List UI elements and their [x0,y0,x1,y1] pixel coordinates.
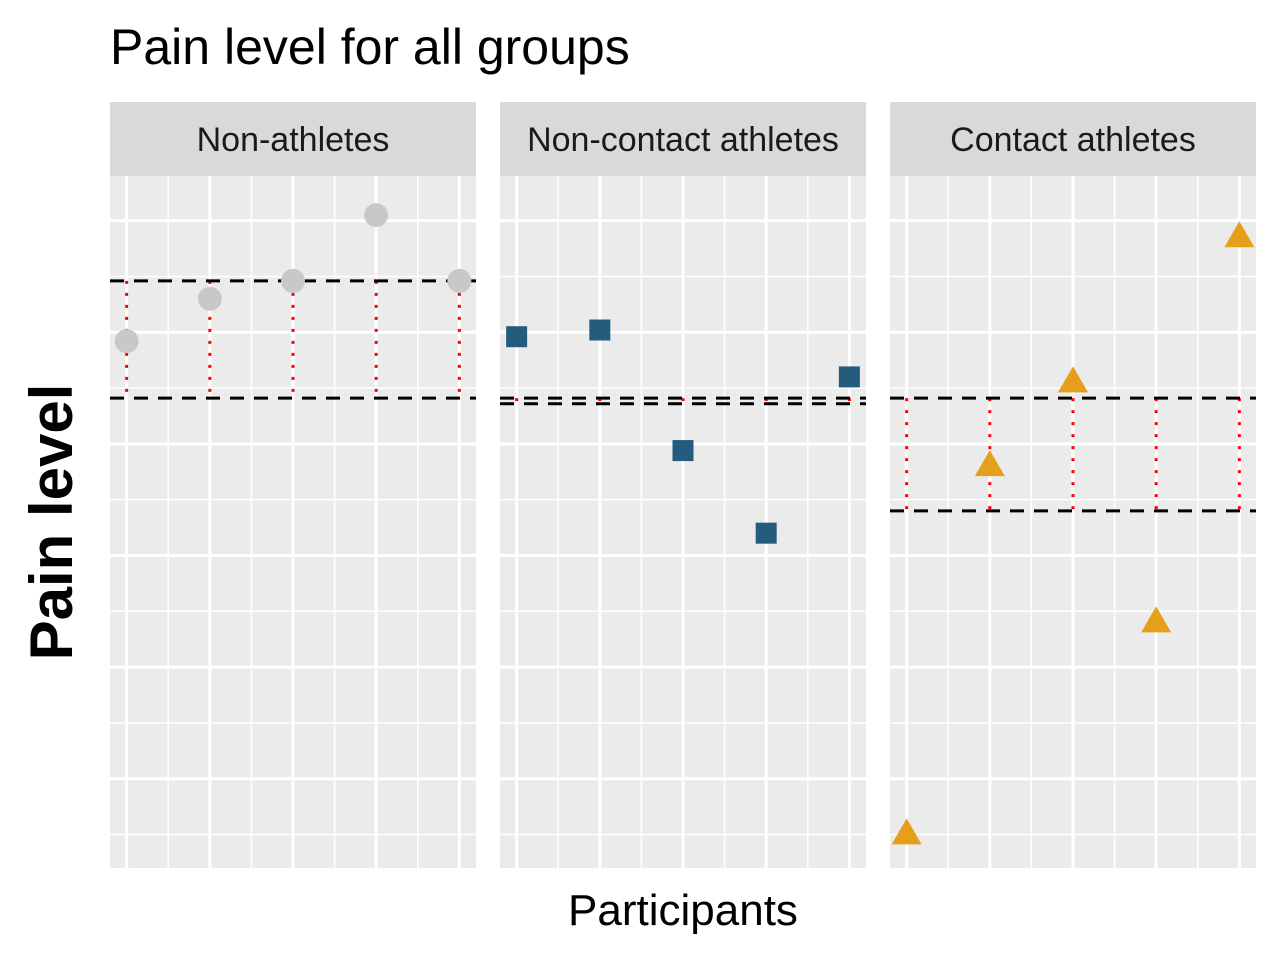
facet-panel: Non-athletes [110,102,476,868]
x-axis-title: Participants [568,886,798,935]
facet-label: Contact athletes [950,121,1196,159]
data-point [281,268,305,293]
facet-label: Non-athletes [197,121,390,159]
facet-panels: Non-athletes Non-contact athletes Contact … [110,102,1256,868]
data-point [1058,366,1088,393]
facet-strip [110,102,476,176]
data-point [974,450,1005,477]
chart-title: Pain level for all groups [110,19,630,75]
facet-strip [500,102,866,176]
data-point [364,203,389,228]
y-axis-title: Pain level [18,384,85,661]
data-point [838,366,860,388]
facet-panel: Contact athletes [890,102,1256,868]
data-point [672,440,694,462]
data-point [755,522,777,544]
facet-strip [890,102,1256,176]
data-point [506,326,528,348]
data-point [891,818,922,845]
data-point [1141,606,1172,633]
data-point [1224,221,1255,248]
data-point [114,329,139,354]
facet-panel: Non-contact athletes [500,102,866,868]
data-point [197,286,222,311]
data-point [447,268,472,293]
facet-label: Non-contact athletes [527,121,839,159]
data-point [589,319,611,341]
